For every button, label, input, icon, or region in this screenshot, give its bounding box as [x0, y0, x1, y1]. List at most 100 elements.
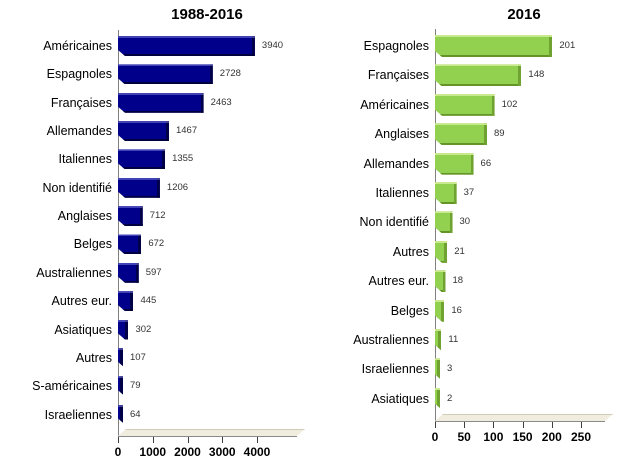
- chart-1988-2016: 1988-2016 Américaines 3940 Espagnoles 2728 F…: [0, 0, 316, 472]
- bar: [118, 93, 204, 113]
- floor-strip: [118, 429, 305, 436]
- value-axis-line: [435, 421, 605, 422]
- chart-2016: 2016 Espagnoles 201 Françaises 148 Américain…: [316, 0, 633, 472]
- x-tick-label: 3000: [208, 445, 236, 459]
- value-label: 445: [140, 295, 157, 307]
- x-tick-mark: [187, 437, 189, 443]
- bar: [118, 36, 255, 56]
- x-tick-mark: [152, 437, 154, 443]
- category-label: Israeliennes: [44, 407, 112, 422]
- value-label: 3: [447, 363, 453, 375]
- category-label: Australiennes: [36, 265, 112, 280]
- category-label: Non identifié: [42, 180, 113, 195]
- category-label: Australiennes: [353, 333, 429, 347]
- category-label: Autres: [75, 350, 112, 365]
- bar: [435, 241, 447, 263]
- value-label: 2463: [210, 96, 232, 108]
- x-tick-label: 2000: [174, 445, 201, 459]
- bar: [118, 348, 123, 368]
- value-label: 102: [501, 98, 518, 110]
- category-label: Non identifié: [359, 215, 430, 230]
- category-label: Autres eur.: [368, 274, 429, 289]
- value-label: 148: [528, 69, 545, 81]
- category-label: Asiatiques: [54, 322, 112, 337]
- bar: [118, 64, 213, 84]
- bar: [118, 234, 141, 254]
- value-label: 1355: [172, 153, 194, 165]
- value-label: 79: [130, 380, 141, 392]
- category-label: Françaises: [367, 68, 429, 83]
- value-label: 16: [451, 304, 462, 316]
- value-label: 107: [130, 351, 146, 363]
- x-tick-mark: [118, 437, 119, 443]
- bar: [435, 94, 495, 116]
- bar: [435, 388, 440, 410]
- x-tick-label: 100: [483, 430, 504, 444]
- x-tick-mark: [581, 422, 582, 428]
- x-tick-label: 150: [512, 430, 533, 444]
- value-label: 201: [559, 40, 576, 51]
- value-label: 18: [452, 275, 464, 287]
- category-label: Autres: [392, 244, 429, 259]
- category-label: Françaises: [50, 95, 112, 110]
- category-label: Allemandes: [363, 156, 429, 171]
- category-label: Anglaises: [57, 209, 112, 224]
- value-label: 89: [493, 128, 505, 140]
- x-tick-mark: [435, 422, 436, 428]
- category-label: Américaines: [43, 39, 112, 53]
- x-tick-label: 0: [431, 430, 439, 444]
- bar: [435, 270, 446, 292]
- bar: [118, 178, 160, 198]
- value-label: 3940: [261, 40, 284, 51]
- category-label: Anglaises: [374, 127, 429, 142]
- value-label: 21: [454, 245, 465, 257]
- bar: [435, 123, 487, 145]
- x-tick-mark: [551, 422, 553, 428]
- category-label: Allemandes: [46, 124, 112, 139]
- category-label: Italiennes: [375, 186, 429, 200]
- x-tick-mark: [222, 437, 224, 443]
- category-label: Israeliennes: [361, 362, 429, 377]
- chart-title: 2016: [507, 6, 541, 23]
- value-label: 302: [135, 323, 152, 335]
- x-tick-label: 50: [457, 430, 471, 444]
- value-label: 30: [459, 216, 471, 228]
- x-tick-label: 250: [570, 430, 592, 444]
- value-label: 2728: [219, 68, 241, 80]
- x-tick-label: 4000: [243, 445, 271, 459]
- x-tick-mark: [522, 422, 524, 428]
- x-tick-label: 0: [114, 445, 122, 459]
- bar: [435, 300, 444, 322]
- bar: [435, 182, 457, 204]
- bar: [435, 64, 521, 86]
- bar: [435, 35, 552, 57]
- x-tick-label: 200: [541, 430, 562, 444]
- x-tick-mark: [493, 422, 495, 428]
- category-label: Belges: [73, 237, 112, 252]
- category-label: Asiatiques: [371, 391, 429, 406]
- value-label: 712: [149, 210, 166, 222]
- x-tick-label: 1000: [139, 445, 167, 459]
- category-label: Belges: [390, 303, 429, 318]
- bar: [118, 263, 139, 283]
- category-axis-line: [118, 30, 119, 437]
- value-label: 1206: [166, 181, 189, 193]
- bar: [118, 149, 165, 169]
- category-label: Espagnoles: [363, 39, 429, 53]
- value-label: 1467: [175, 125, 198, 137]
- bar: [118, 121, 169, 141]
- category-label: Autres eur.: [51, 294, 112, 309]
- category-label: Italiennes: [58, 152, 112, 167]
- bar: [118, 376, 123, 396]
- chart-title: 1988-2016: [171, 6, 243, 23]
- value-label: 597: [145, 266, 162, 278]
- category-label: S-américaines: [32, 379, 112, 394]
- value-label: 66: [480, 157, 492, 169]
- value-label: 11: [448, 334, 459, 345]
- bar: [118, 320, 128, 340]
- floor-strip: [435, 414, 613, 421]
- value-label: 64: [130, 408, 141, 420]
- bar: [118, 405, 123, 425]
- bar: [118, 206, 143, 226]
- value-axis-line: [118, 436, 297, 437]
